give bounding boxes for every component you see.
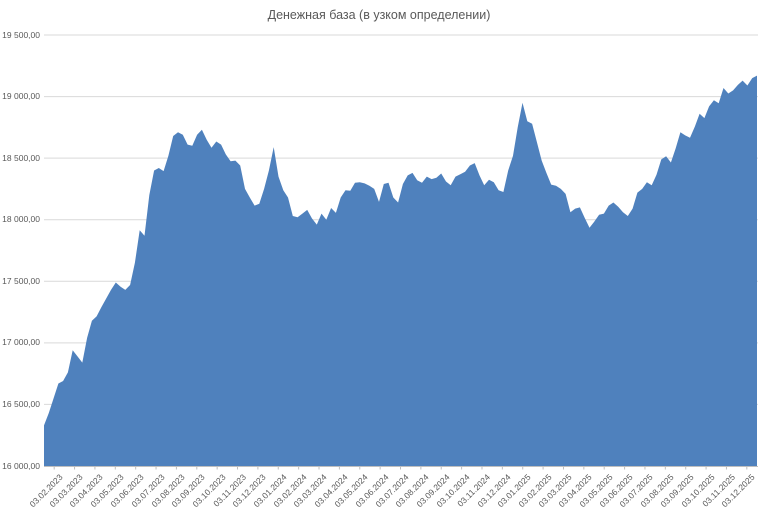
y-tick-label: 18 000,00 (2, 214, 40, 225)
y-tick-label: 18 500,00 (2, 152, 40, 163)
y-tick-label: 19 500,00 (2, 29, 40, 40)
y-tick-label: 19 000,00 (2, 91, 40, 102)
y-tick-label: 16 000,00 (2, 460, 40, 471)
y-tick-label: 17 500,00 (2, 275, 40, 286)
chart-title: Денежная база (в узком определении) (267, 8, 491, 22)
y-tick-label: 16 500,00 (2, 398, 40, 409)
y-tick-label: 17 000,00 (2, 337, 40, 348)
series-area (44, 75, 757, 466)
